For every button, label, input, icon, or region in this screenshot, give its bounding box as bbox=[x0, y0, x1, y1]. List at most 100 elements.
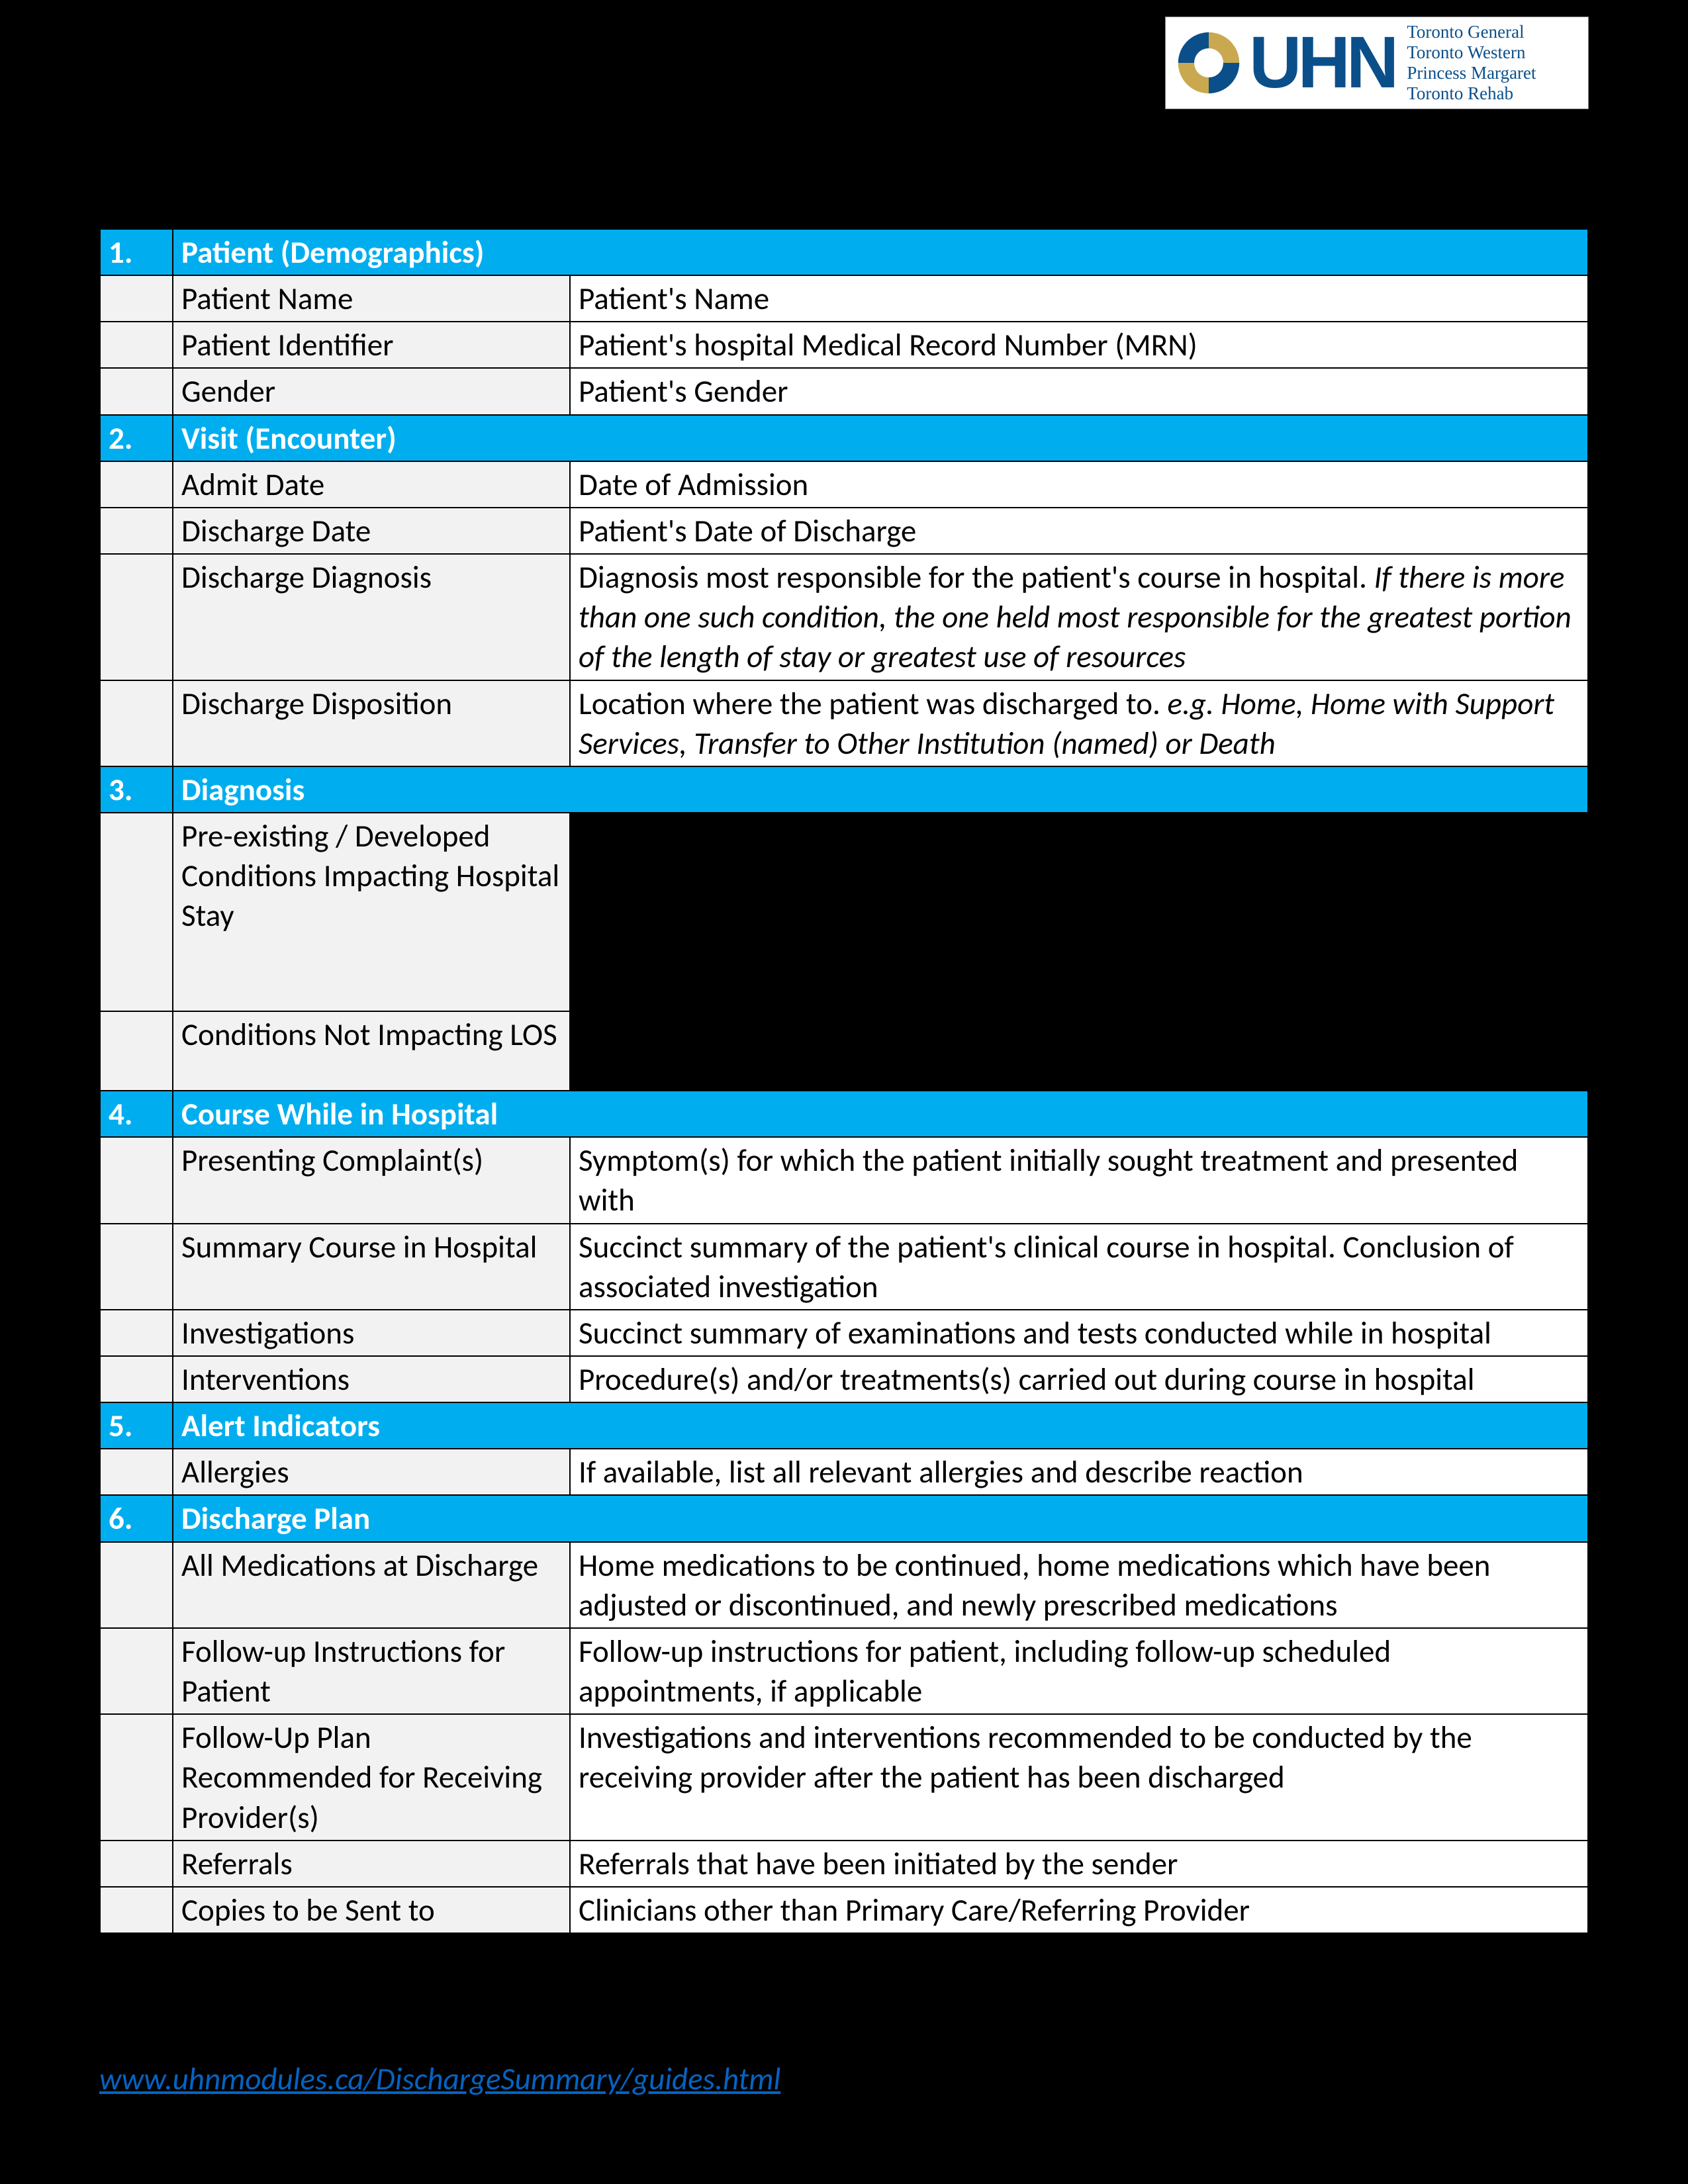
table-row: InterventionsProcedure(s) and/or treatme… bbox=[100, 1356, 1588, 1402]
footer-link: www.uhnmodules.ca/DischargeSummary/guide… bbox=[99, 2060, 780, 2098]
table-row: AllergiesIf available, list all relevant… bbox=[100, 1449, 1588, 1495]
table-row: Copies to be Sent toClinicians other tha… bbox=[100, 1887, 1588, 1933]
row-description bbox=[570, 813, 1588, 1011]
section-title: Visit (Encounter) bbox=[173, 415, 1588, 461]
row-spacer bbox=[100, 554, 173, 680]
row-description: Patient's Name bbox=[570, 275, 1588, 322]
summary-table: 1.Patient (Demographics)Patient NamePati… bbox=[99, 228, 1589, 1934]
section-number: 2. bbox=[100, 415, 173, 461]
row-description: Referrals that have been initiated by th… bbox=[570, 1841, 1588, 1887]
section-title: Diagnosis bbox=[173, 766, 1588, 813]
row-label: Discharge Date bbox=[173, 508, 570, 554]
row-label: Follow-up Instructions for Patient bbox=[173, 1628, 570, 1714]
row-spacer bbox=[100, 1714, 173, 1840]
summary-table-wrap: 1.Patient (Demographics)Patient NamePati… bbox=[99, 228, 1589, 1934]
section-number: 3. bbox=[100, 766, 173, 813]
table-row: All Medications at DischargeHome medicat… bbox=[100, 1542, 1588, 1628]
table-row: Pre-existing / Developed Conditions Impa… bbox=[100, 813, 1588, 1011]
row-description bbox=[570, 1011, 1588, 1091]
table-row: Follow-up Instructions for PatientFollow… bbox=[100, 1628, 1588, 1714]
row-spacer bbox=[100, 1137, 173, 1223]
row-label: Conditions Not Impacting LOS bbox=[173, 1011, 570, 1091]
footer-link-anchor[interactable]: www.uhnmodules.ca/DischargeSummary/guide… bbox=[99, 2060, 780, 2098]
logo-line: Toronto Rehab bbox=[1407, 83, 1536, 104]
section-number: 4. bbox=[100, 1091, 173, 1137]
row-description: Patient's Date of Discharge bbox=[570, 508, 1588, 554]
row-label: Follow-Up Plan Recommended for Receiving… bbox=[173, 1714, 570, 1840]
row-label: Patient Identifier bbox=[173, 322, 570, 368]
row-spacer bbox=[100, 1542, 173, 1628]
row-spacer bbox=[100, 1628, 173, 1714]
row-label: Gender bbox=[173, 368, 570, 414]
table-row: Patient IdentifierPatient's hospital Med… bbox=[100, 322, 1588, 368]
row-spacer bbox=[100, 813, 173, 1011]
row-spacer bbox=[100, 1011, 173, 1091]
table-row: Admit DateDate of Admission bbox=[100, 461, 1588, 508]
section-title: Alert Indicators bbox=[173, 1402, 1588, 1449]
row-label: Pre-existing / Developed Conditions Impa… bbox=[173, 813, 570, 1011]
row-label: Summary Course in Hospital bbox=[173, 1224, 570, 1310]
table-row: GenderPatient's Gender bbox=[100, 368, 1588, 414]
row-spacer bbox=[100, 1841, 173, 1887]
table-row: Presenting Complaint(s)Symptom(s) for wh… bbox=[100, 1137, 1588, 1223]
row-spacer bbox=[100, 1356, 173, 1402]
logo-line: Toronto Western bbox=[1407, 42, 1536, 63]
logo-wordmark: UHN bbox=[1249, 26, 1395, 99]
row-spacer bbox=[100, 1310, 173, 1356]
row-label: Discharge Diagnosis bbox=[173, 554, 570, 680]
row-spacer bbox=[100, 508, 173, 554]
row-spacer bbox=[100, 368, 173, 414]
row-description: Date of Admission bbox=[570, 461, 1588, 508]
row-description: Procedure(s) and/or treatments(s) carrie… bbox=[570, 1356, 1588, 1402]
section-title: Course While in Hospital bbox=[173, 1091, 1588, 1137]
section-number: 6. bbox=[100, 1495, 173, 1541]
table-row: Summary Course in HospitalSuccinct summa… bbox=[100, 1224, 1588, 1310]
row-description: Succinct summary of the patient's clinic… bbox=[570, 1224, 1588, 1310]
row-spacer bbox=[100, 322, 173, 368]
row-label: All Medications at Discharge bbox=[173, 1542, 570, 1628]
table-row: ReferralsReferrals that have been initia… bbox=[100, 1841, 1588, 1887]
logo-line: Princess Margaret bbox=[1407, 63, 1536, 83]
uhn-swirl-icon bbox=[1172, 26, 1245, 99]
table-row: Discharge DatePatient's Date of Discharg… bbox=[100, 508, 1588, 554]
row-label: Investigations bbox=[173, 1310, 570, 1356]
uhn-logo: UHN Toronto General Toronto Western Prin… bbox=[1165, 17, 1589, 109]
row-label: Allergies bbox=[173, 1449, 570, 1495]
table-row: InvestigationsSuccinct summary of examin… bbox=[100, 1310, 1588, 1356]
row-description: Succinct summary of examinations and tes… bbox=[570, 1310, 1588, 1356]
row-description: Follow-up instructions for patient, incl… bbox=[570, 1628, 1588, 1714]
row-label: Patient Name bbox=[173, 275, 570, 322]
row-label: Presenting Complaint(s) bbox=[173, 1137, 570, 1223]
row-spacer bbox=[100, 680, 173, 766]
logo-line: Toronto General bbox=[1407, 22, 1536, 42]
table-row: Discharge DispositionLocation where the … bbox=[100, 680, 1588, 766]
table-row: Conditions Not Impacting LOS bbox=[100, 1011, 1588, 1091]
row-description: Clinicians other than Primary Care/Refer… bbox=[570, 1887, 1588, 1933]
row-description: Location where the patient was discharge… bbox=[570, 680, 1588, 766]
row-description: Symptom(s) for which the patient initial… bbox=[570, 1137, 1588, 1223]
row-description: Investigations and interventions recomme… bbox=[570, 1714, 1588, 1840]
section-title: Discharge Plan bbox=[173, 1495, 1588, 1541]
table-row: Follow-Up Plan Recommended for Receiving… bbox=[100, 1714, 1588, 1840]
row-description: If available, list all relevant allergie… bbox=[570, 1449, 1588, 1495]
row-spacer bbox=[100, 461, 173, 508]
row-spacer bbox=[100, 275, 173, 322]
section-title: Patient (Demographics) bbox=[173, 229, 1588, 275]
table-row: Patient NamePatient's Name bbox=[100, 275, 1588, 322]
section-number: 5. bbox=[100, 1402, 173, 1449]
row-spacer bbox=[100, 1224, 173, 1310]
row-label: Copies to be Sent to bbox=[173, 1887, 570, 1933]
logo-site-list: Toronto General Toronto Western Princess… bbox=[1407, 22, 1536, 104]
row-label: Discharge Disposition bbox=[173, 680, 570, 766]
row-description: Home medications to be continued, home m… bbox=[570, 1542, 1588, 1628]
row-description: Patient's Gender bbox=[570, 368, 1588, 414]
row-description: Patient's hospital Medical Record Number… bbox=[570, 322, 1588, 368]
row-spacer bbox=[100, 1449, 173, 1495]
row-description: Diagnosis most responsible for the patie… bbox=[570, 554, 1588, 680]
row-spacer bbox=[100, 1887, 173, 1933]
row-label: Interventions bbox=[173, 1356, 570, 1402]
row-label: Referrals bbox=[173, 1841, 570, 1887]
row-label: Admit Date bbox=[173, 461, 570, 508]
table-row: Discharge DiagnosisDiagnosis most respon… bbox=[100, 554, 1588, 680]
section-number: 1. bbox=[100, 229, 173, 275]
